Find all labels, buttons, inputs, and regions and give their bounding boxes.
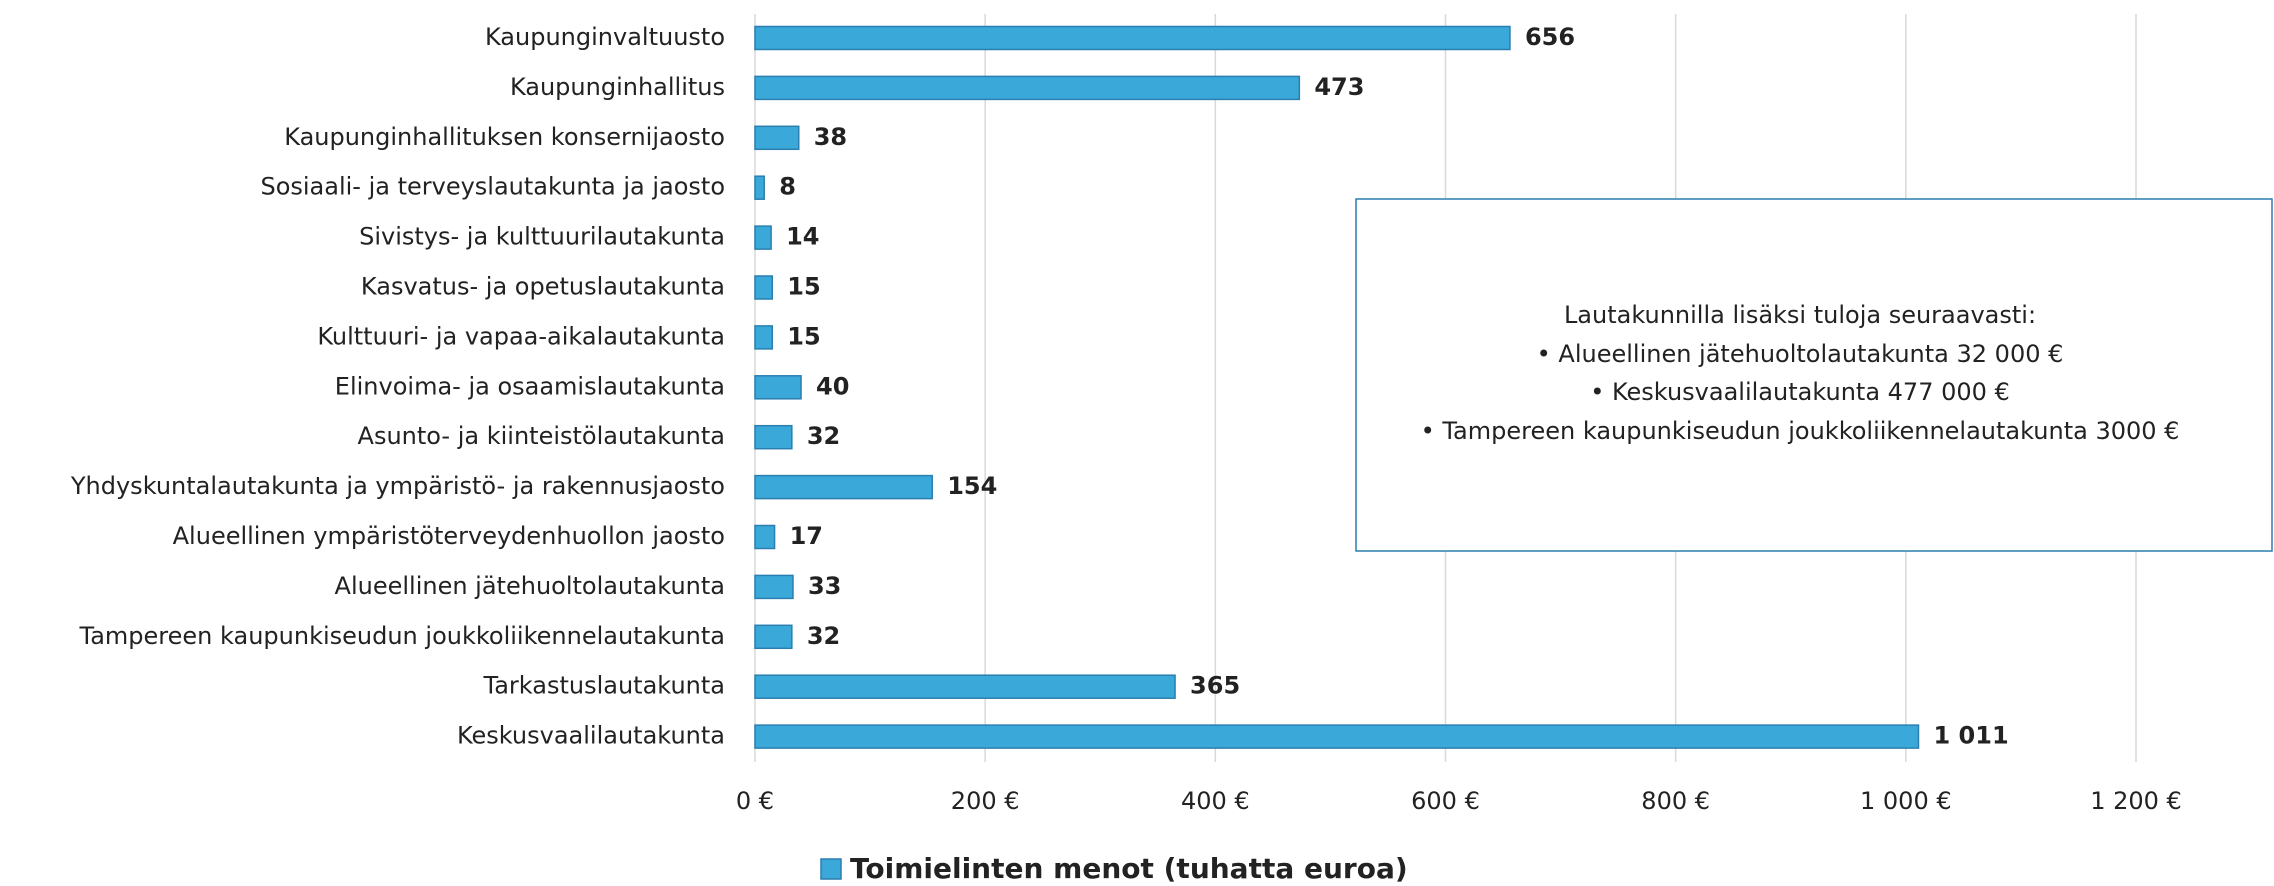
annotation-box xyxy=(1355,198,2273,552)
bullet: • xyxy=(1537,340,1559,368)
y-tick-label: Kaupunginvaltuusto xyxy=(485,23,725,51)
data-label: 1 011 xyxy=(1933,722,2008,750)
y-tick-label: Keskusvaalilautakunta xyxy=(457,722,725,750)
x-tick-label: 1 200 € xyxy=(2090,787,2182,815)
bar xyxy=(754,375,802,400)
y-tick-label: Tarkastuslautakunta xyxy=(483,672,725,700)
y-tick-label: Elinvoima- ja osaamislautakunta xyxy=(335,372,725,400)
bar xyxy=(754,325,774,350)
data-label: 656 xyxy=(1525,23,1575,51)
data-label: 365 xyxy=(1190,672,1240,700)
x-tick-label: 1 000 € xyxy=(1860,787,1952,815)
data-label: 17 xyxy=(790,522,823,550)
bar xyxy=(754,125,800,151)
bar xyxy=(754,25,1511,51)
y-tick-label: Asunto- ja kiinteistölautakunta xyxy=(358,422,725,450)
y-tick-label: Tampereen kaupunkiseudun joukkoliikennel… xyxy=(79,622,725,650)
legend-label: Toimielinten menot (tuhatta euroa) xyxy=(850,852,1408,885)
x-tick-label: 600 € xyxy=(1411,787,1480,815)
data-label: 154 xyxy=(947,472,997,500)
annotation-item: • Alueellinen jätehuoltolautakunta 32 00… xyxy=(1537,340,2064,368)
y-tick-label: Sosiaali- ja terveyslautakunta ja jaosto xyxy=(260,173,725,201)
data-label: 15 xyxy=(787,273,820,301)
annotation-item: • Keskusvaalilautakunta 477 000 € xyxy=(1590,378,2010,406)
data-label: 32 xyxy=(807,622,840,650)
bar xyxy=(754,424,793,450)
annotation-item-text: Keskusvaalilautakunta 477 000 € xyxy=(1612,378,2010,406)
bar xyxy=(754,674,1176,699)
data-label: 15 xyxy=(787,322,820,350)
annotation-item-text: Tampereen kaupunkiseudun joukkoliikennel… xyxy=(1441,417,2179,445)
data-label: 38 xyxy=(814,123,847,151)
annotation-item-text: Alueellinen jätehuoltolautakunta 32 000 … xyxy=(1558,340,2063,368)
bar xyxy=(754,225,772,250)
annotation-title: Lautakunnilla lisäksi tuloja seuraavasti… xyxy=(1564,301,2036,329)
y-tick-label: Kasvatus- ja opetuslautakunta xyxy=(361,273,725,301)
bullet: • xyxy=(1421,417,1443,445)
x-tick-label: 200 € xyxy=(951,787,1020,815)
y-tick-label: Alueellinen jätehuoltolautakunta xyxy=(335,572,725,600)
bar xyxy=(754,275,774,300)
y-tick-label: Kaupunginhallituksen konsernijaosto xyxy=(284,123,725,151)
y-tick-label: Alueellinen ympäristöterveydenhuollon ja… xyxy=(173,522,725,550)
bar xyxy=(754,724,1920,749)
annotation-item: • Tampereen kaupunkiseudun joukkoliikenn… xyxy=(1421,417,2180,445)
y-tick-label: Kaupunginhallitus xyxy=(510,73,725,101)
data-label: 8 xyxy=(779,173,796,201)
y-tick-label: Sivistys- ja kulttuurilautakunta xyxy=(359,223,725,251)
x-tick-label: 0 € xyxy=(736,787,774,815)
x-tick-label: 400 € xyxy=(1181,787,1250,815)
bar xyxy=(754,624,793,650)
legend: Toimielinten menot (tuhatta euroa) xyxy=(820,852,1408,885)
bullet: • xyxy=(1590,378,1612,406)
data-label: 33 xyxy=(808,572,841,600)
data-label: 14 xyxy=(786,223,819,251)
data-label: 473 xyxy=(1314,73,1364,101)
bar xyxy=(754,524,776,550)
x-tick-label: 800 € xyxy=(1641,787,1710,815)
y-tick-label: Yhdyskuntalautakunta ja ympäristö- ja ra… xyxy=(70,472,725,500)
bar xyxy=(754,474,933,500)
bar xyxy=(754,75,1301,101)
bar xyxy=(754,175,765,200)
legend-swatch xyxy=(820,858,842,880)
y-tick-label: Kulttuuri- ja vapaa-aikalautakunta xyxy=(317,322,725,350)
data-label: 32 xyxy=(807,422,840,450)
bar xyxy=(754,574,794,600)
data-label: 40 xyxy=(816,372,849,400)
